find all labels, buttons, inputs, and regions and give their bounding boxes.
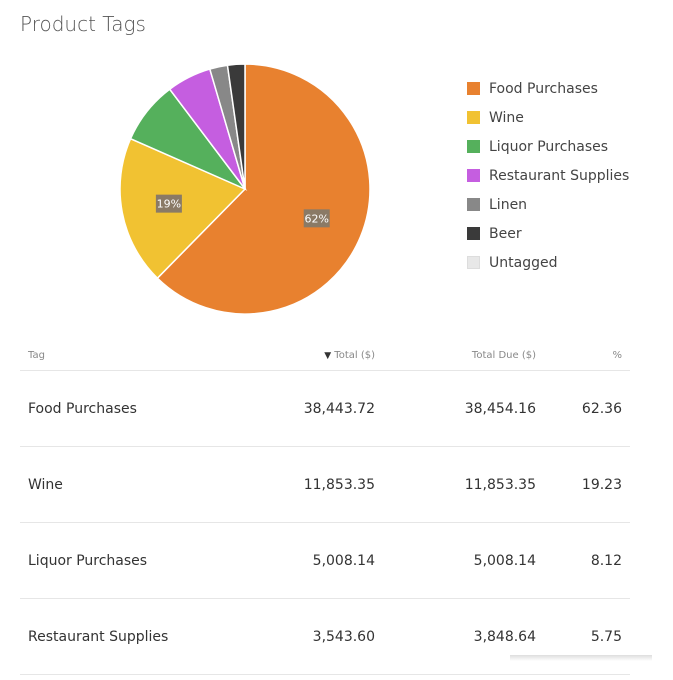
cell-total-due: 5,008.14 xyxy=(383,522,544,599)
table-row[interactable]: Food Purchases 38,443.72 38,454.16 62.36 xyxy=(20,370,630,447)
cell-tag: Liquor Purchases xyxy=(20,522,217,599)
header-percent[interactable]: % xyxy=(544,340,630,371)
legend-swatch xyxy=(467,111,480,124)
header-total[interactable]: ▼ Total ($) xyxy=(217,340,383,371)
legend-label: Untagged xyxy=(489,254,558,271)
pie-slice-food-purchases[interactable] xyxy=(156,63,371,315)
data-label: 62% xyxy=(303,209,330,228)
table-row[interactable]: Restaurant Supplies 3,543.60 3,848.64 5.75 xyxy=(20,598,630,675)
cell-tag: Wine xyxy=(20,446,217,523)
pie-slice-beer[interactable] xyxy=(226,63,246,190)
scroll-shadow xyxy=(510,655,652,661)
legend-label: Linen xyxy=(489,196,528,213)
cell-percent: 8.12 xyxy=(544,522,630,599)
legend-item[interactable]: Linen xyxy=(467,190,629,219)
chart-legend: Food Purchases Wine Liquor Purchases Restau… xyxy=(467,74,629,277)
cell-total: 11,853.35 xyxy=(217,446,383,523)
legend-item[interactable]: Beer xyxy=(467,219,629,248)
legend-swatch xyxy=(467,198,480,211)
sort-desc-icon: ▼ xyxy=(324,350,332,361)
cell-total-due: 38,454.16 xyxy=(383,370,544,447)
data-label: 19% xyxy=(155,194,182,213)
legend-item[interactable]: Untagged xyxy=(467,248,629,277)
header-total-due[interactable]: Total Due ($) xyxy=(383,340,544,371)
svg-text:62%: 62% xyxy=(305,212,329,225)
legend-item[interactable]: Wine xyxy=(467,103,629,132)
page-title: Product Tags xyxy=(20,12,146,36)
legend-swatch xyxy=(467,169,480,182)
cell-percent: 19.23 xyxy=(544,446,630,523)
legend-label: Liquor Purchases xyxy=(489,138,609,155)
pie-slice-wine[interactable] xyxy=(119,137,247,280)
legend-swatch xyxy=(467,227,480,240)
legend-label: Restaurant Supplies xyxy=(489,167,630,184)
cell-percent: 62.36 xyxy=(544,370,630,447)
table-row[interactable]: Wine 11,853.35 11,853.35 19.23 xyxy=(20,446,630,523)
header-tag[interactable]: Tag xyxy=(20,340,217,371)
cell-total-due: 3,848.64 xyxy=(383,598,544,675)
table-row[interactable]: Liquor Purchases 5,008.14 5,008.14 8.12 xyxy=(20,522,630,599)
svg-text:19%: 19% xyxy=(157,198,181,211)
cell-total: 3,543.60 xyxy=(217,598,383,675)
cell-tag: Restaurant Supplies xyxy=(20,598,217,675)
legend-label: Beer xyxy=(489,225,522,242)
legend-item[interactable]: Food Purchases xyxy=(467,74,629,103)
cell-total: 5,008.14 xyxy=(217,522,383,599)
tags-table: Tag ▼ Total ($) Total Due ($) % Food Pur… xyxy=(20,340,630,675)
legend-swatch xyxy=(467,256,480,269)
legend-label: Food Purchases xyxy=(489,80,598,97)
cell-total: 38,443.72 xyxy=(217,370,383,447)
cell-percent: 5.75 xyxy=(544,598,630,675)
legend-swatch xyxy=(467,140,480,153)
legend-label: Wine xyxy=(489,109,524,126)
cell-tag: Food Purchases xyxy=(20,370,217,447)
legend-item[interactable]: Restaurant Supplies xyxy=(467,161,629,190)
legend-swatch xyxy=(467,82,480,95)
legend-item[interactable]: Liquor Purchases xyxy=(467,132,629,161)
pie-chart: 62% 19% xyxy=(119,63,371,315)
cell-total-due: 11,853.35 xyxy=(383,446,544,523)
